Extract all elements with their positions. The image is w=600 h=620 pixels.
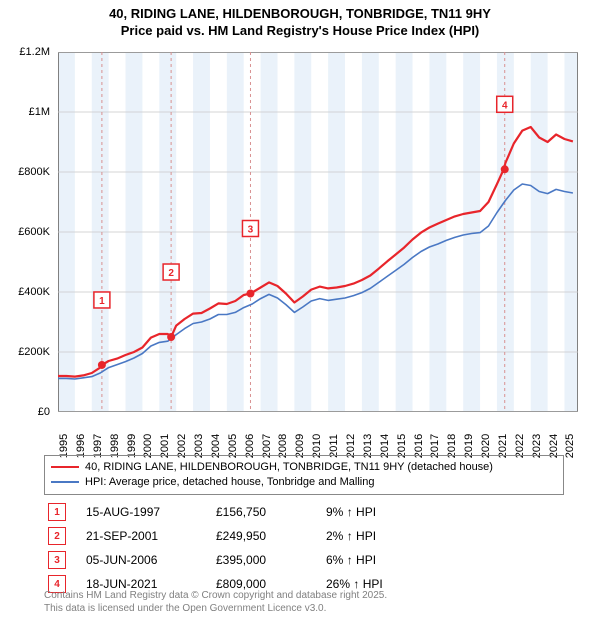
sale-price: £395,000 xyxy=(216,553,326,567)
legend-item: 40, RIDING LANE, HILDENBOROUGH, TONBRIDG… xyxy=(51,460,557,475)
legend-item: HPI: Average price, detached house, Tonb… xyxy=(51,475,557,490)
attribution-line-1: Contains HM Land Registry data © Crown c… xyxy=(44,590,387,603)
sale-price: £809,000 xyxy=(216,577,326,591)
chart-title-block: 40, RIDING LANE, HILDENBOROUGH, TONBRIDG… xyxy=(0,0,600,40)
svg-text:3: 3 xyxy=(248,225,254,236)
legend-swatch xyxy=(51,481,79,483)
sale-suffix: HPI xyxy=(359,577,382,591)
sale-row: 2 21-SEP-2001£249,9502% ↑ HPI xyxy=(44,524,564,548)
title-line-2: Price paid vs. HM Land Registry's House … xyxy=(0,23,600,40)
sale-marker-box: 3 xyxy=(48,551,66,569)
sale-date: 15-AUG-1997 xyxy=(86,505,216,519)
sale-suffix: HPI xyxy=(353,529,376,543)
y-tick-label: £0 xyxy=(38,406,50,418)
y-tick-label: £400K xyxy=(18,286,50,298)
y-tick-label: £1M xyxy=(29,106,50,118)
sale-marker-box: 1 xyxy=(48,503,66,521)
sale-suffix: HPI xyxy=(353,553,376,567)
legend-label: 40, RIDING LANE, HILDENBOROUGH, TONBRIDG… xyxy=(85,460,493,475)
legend-label: HPI: Average price, detached house, Tonb… xyxy=(85,475,374,490)
svg-text:1: 1 xyxy=(99,296,105,307)
sales-table: 1 15-AUG-1997£156,7509% ↑ HPI 2 21-SEP-2001… xyxy=(44,500,564,596)
page-root: 40, RIDING LANE, HILDENBOROUGH, TONBRIDG… xyxy=(0,0,600,620)
sale-date: 05-JUN-2006 xyxy=(86,553,216,567)
x-axis: 1995199619971998199920002001200220032004… xyxy=(58,416,578,456)
sale-row: 3 05-JUN-2006£395,0006% ↑ HPI xyxy=(44,548,564,572)
attribution-line-2: This data is licensed under the Open Gov… xyxy=(44,603,387,616)
sale-price: £249,950 xyxy=(216,529,326,543)
y-tick-label: £1.2M xyxy=(19,46,50,58)
sale-marker-box: 2 xyxy=(48,527,66,545)
title-line-1: 40, RIDING LANE, HILDENBOROUGH, TONBRIDG… xyxy=(0,6,600,23)
y-axis: £0£200K£400K£600K£800K£1M£1.2M xyxy=(0,52,54,412)
sale-pct: 9% ↑ HPI xyxy=(326,505,406,519)
svg-text:2: 2 xyxy=(168,268,174,279)
chart-plot-area: 1 2 3 4 xyxy=(58,52,578,412)
y-tick-label: £800K xyxy=(18,166,50,178)
attribution: Contains HM Land Registry data © Crown c… xyxy=(44,590,387,615)
x-tick-label: 2025 xyxy=(564,434,576,458)
sale-row: 1 15-AUG-1997£156,7509% ↑ HPI xyxy=(44,500,564,524)
sale-price: £156,750 xyxy=(216,505,326,519)
legend: 40, RIDING LANE, HILDENBOROUGH, TONBRIDG… xyxy=(44,455,564,495)
sale-date: 18-JUN-2021 xyxy=(86,577,216,591)
legend-swatch xyxy=(51,466,79,468)
svg-text:4: 4 xyxy=(502,100,508,111)
sale-date: 21-SEP-2001 xyxy=(86,529,216,543)
sale-pct: 26% ↑ HPI xyxy=(326,577,406,591)
chart-svg: 1 2 3 4 xyxy=(58,52,578,412)
sale-suffix: HPI xyxy=(353,505,376,519)
sale-pct: 6% ↑ HPI xyxy=(326,553,406,567)
y-tick-label: £600K xyxy=(18,226,50,238)
y-tick-label: £200K xyxy=(18,346,50,358)
sale-pct: 2% ↑ HPI xyxy=(326,529,406,543)
